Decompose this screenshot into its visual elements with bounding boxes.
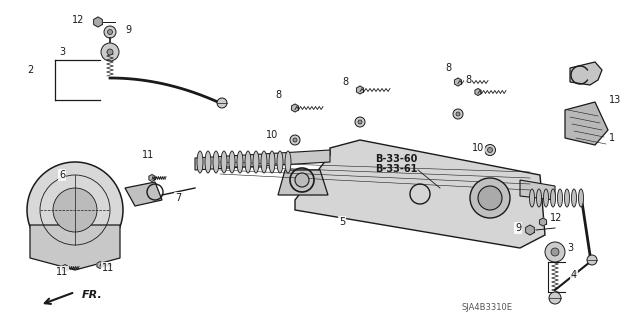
Ellipse shape	[221, 151, 227, 173]
Ellipse shape	[245, 151, 251, 173]
Circle shape	[290, 135, 300, 145]
Circle shape	[295, 173, 309, 187]
Polygon shape	[62, 264, 68, 271]
Ellipse shape	[277, 151, 283, 173]
Circle shape	[53, 188, 97, 232]
Text: 3: 3	[567, 243, 573, 253]
Text: 10: 10	[472, 143, 484, 153]
Polygon shape	[356, 86, 364, 94]
Circle shape	[484, 145, 495, 155]
Circle shape	[108, 29, 113, 34]
Ellipse shape	[237, 151, 243, 173]
Text: 1: 1	[609, 133, 615, 143]
Polygon shape	[565, 102, 608, 145]
Text: 6: 6	[59, 170, 65, 180]
Text: 11: 11	[142, 150, 154, 160]
Polygon shape	[195, 150, 330, 170]
Text: SJA4B3310E: SJA4B3310E	[462, 303, 513, 312]
Circle shape	[545, 242, 565, 262]
Ellipse shape	[564, 189, 570, 207]
Ellipse shape	[229, 151, 235, 173]
Circle shape	[549, 292, 561, 304]
Polygon shape	[292, 104, 298, 112]
Circle shape	[107, 49, 113, 55]
Ellipse shape	[543, 189, 548, 207]
Polygon shape	[149, 174, 155, 182]
Circle shape	[101, 43, 119, 61]
Ellipse shape	[261, 151, 267, 173]
Ellipse shape	[197, 151, 203, 173]
Polygon shape	[30, 225, 120, 270]
Text: 10: 10	[266, 130, 278, 140]
Polygon shape	[278, 170, 328, 195]
Text: FR.: FR.	[82, 290, 103, 300]
Text: 11: 11	[102, 263, 114, 273]
Circle shape	[104, 26, 116, 38]
Polygon shape	[295, 140, 545, 248]
Circle shape	[217, 98, 227, 108]
Text: 8: 8	[275, 90, 281, 100]
Circle shape	[551, 248, 559, 256]
Text: 5: 5	[339, 217, 345, 227]
Circle shape	[470, 178, 510, 218]
Text: 3: 3	[59, 47, 65, 57]
Text: B-33-61: B-33-61	[375, 164, 417, 174]
Circle shape	[293, 138, 297, 142]
Ellipse shape	[253, 151, 259, 173]
Text: 8: 8	[465, 75, 471, 85]
Circle shape	[358, 120, 362, 124]
Text: 13: 13	[609, 95, 621, 105]
Ellipse shape	[213, 151, 219, 173]
Text: 9: 9	[125, 25, 131, 35]
Polygon shape	[570, 62, 602, 85]
Ellipse shape	[269, 151, 275, 173]
Polygon shape	[525, 225, 534, 235]
Text: 9: 9	[515, 223, 521, 233]
Ellipse shape	[557, 189, 563, 207]
Text: 8: 8	[445, 63, 451, 73]
Circle shape	[488, 147, 493, 152]
Ellipse shape	[579, 189, 584, 207]
Text: B-33-60: B-33-60	[375, 154, 417, 164]
Polygon shape	[93, 17, 102, 27]
Polygon shape	[454, 78, 461, 86]
Text: 4: 4	[571, 270, 577, 280]
FancyArrowPatch shape	[45, 293, 72, 304]
Polygon shape	[97, 262, 103, 269]
Circle shape	[453, 109, 463, 119]
Text: 12: 12	[550, 213, 562, 223]
Ellipse shape	[529, 189, 534, 207]
Ellipse shape	[536, 189, 541, 207]
Ellipse shape	[572, 189, 577, 207]
Polygon shape	[475, 88, 481, 95]
Text: 2: 2	[27, 65, 33, 75]
Text: 8: 8	[342, 77, 348, 87]
Circle shape	[355, 117, 365, 127]
Circle shape	[456, 112, 460, 116]
Ellipse shape	[550, 189, 556, 207]
Ellipse shape	[205, 151, 211, 173]
Text: 12: 12	[72, 15, 84, 25]
Text: 7: 7	[175, 193, 181, 203]
Polygon shape	[520, 180, 555, 200]
Circle shape	[27, 162, 123, 258]
Polygon shape	[125, 182, 162, 206]
Circle shape	[587, 255, 597, 265]
Circle shape	[478, 186, 502, 210]
Ellipse shape	[285, 151, 291, 173]
Text: 11: 11	[56, 267, 68, 277]
Polygon shape	[540, 218, 547, 226]
